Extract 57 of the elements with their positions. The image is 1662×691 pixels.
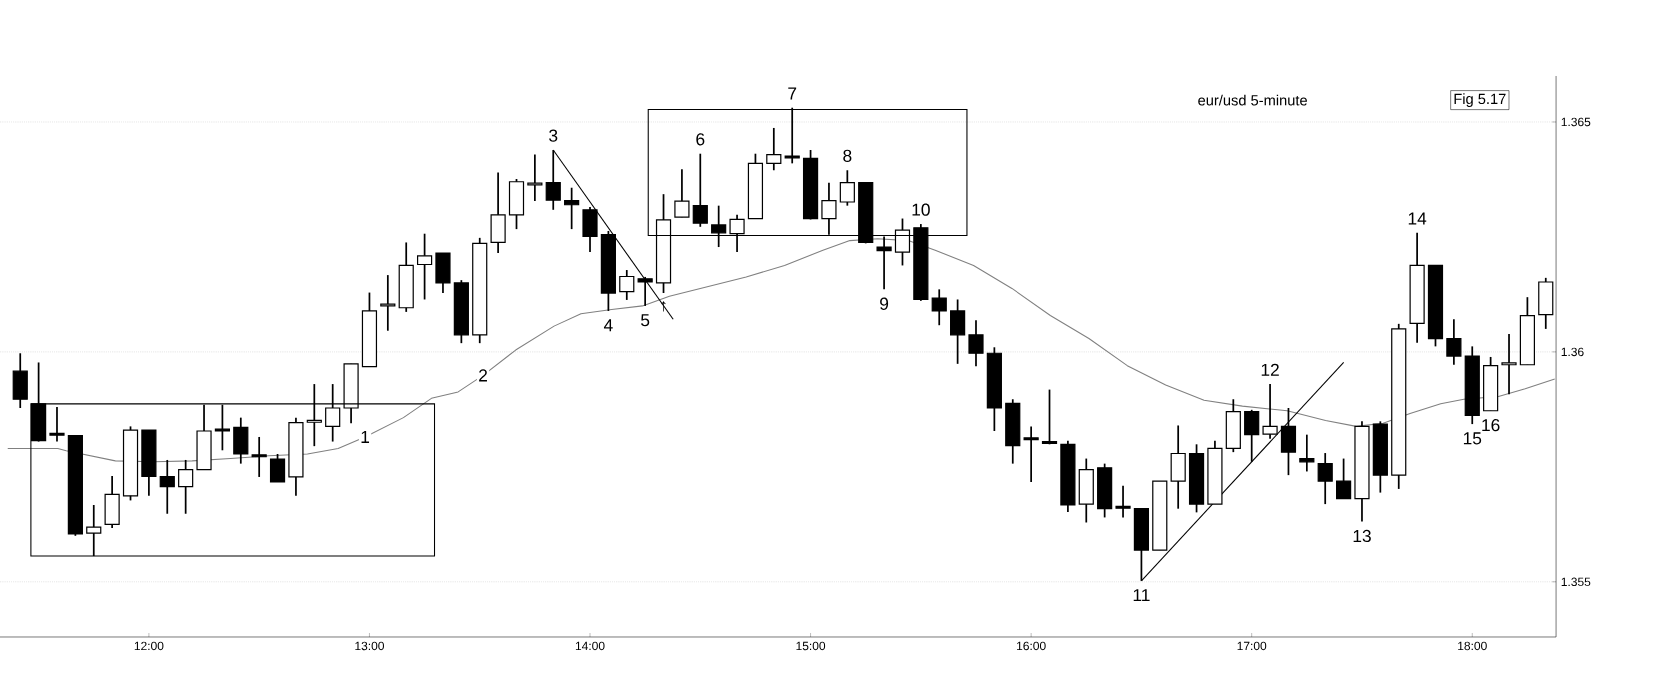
candlestick bbox=[1336, 457, 1352, 500]
candlestick bbox=[637, 276, 653, 307]
candlestick bbox=[159, 459, 175, 515]
y-tick-label: 1.355 bbox=[1561, 577, 1591, 587]
x-tick-label: 13:00 bbox=[355, 641, 384, 651]
candlestick bbox=[1244, 408, 1260, 463]
annotation: 5 bbox=[641, 314, 650, 327]
x-tick-label: 15:00 bbox=[796, 641, 826, 651]
annotation: ↑ bbox=[661, 301, 666, 312]
x-tick-label: 12:00 bbox=[134, 641, 164, 651]
annotation: 4 bbox=[603, 319, 613, 332]
candlestick bbox=[1115, 484, 1131, 519]
annotation: eur/usd 5-minute bbox=[1198, 94, 1307, 106]
candlestick bbox=[766, 127, 782, 172]
candlestick bbox=[380, 274, 396, 332]
candlestick bbox=[527, 153, 543, 202]
candlestick bbox=[1299, 433, 1315, 473]
y-tick-label: 1.36 bbox=[1561, 347, 1584, 357]
annotation: 8 bbox=[843, 149, 852, 162]
annotation: 13 bbox=[1353, 529, 1371, 543]
annotation: 1 bbox=[361, 431, 370, 443]
annotation: 3 bbox=[549, 129, 558, 142]
candlestick bbox=[49, 406, 65, 443]
candlestick bbox=[1023, 425, 1039, 483]
annotation: 15 bbox=[1463, 432, 1482, 445]
candlestick bbox=[1501, 333, 1517, 396]
candlestick bbox=[931, 288, 947, 327]
y-tick-label: 1.365 bbox=[1561, 117, 1591, 127]
candlestick bbox=[1446, 318, 1462, 366]
candlestick bbox=[674, 168, 690, 219]
annotation: 11 bbox=[1133, 589, 1150, 602]
candlestick bbox=[269, 453, 286, 483]
annotation: 16 bbox=[1482, 419, 1500, 432]
candlestick bbox=[564, 186, 580, 230]
candlestick bbox=[416, 232, 433, 301]
x-tick-label: 16:00 bbox=[1017, 641, 1046, 651]
annotation: 6 bbox=[696, 133, 705, 146]
candlestick bbox=[839, 169, 855, 207]
candlestick bbox=[178, 459, 194, 515]
candlestick bbox=[1041, 388, 1058, 446]
candlestick bbox=[692, 152, 708, 228]
candlestick bbox=[1262, 383, 1278, 440]
annotation: 9 bbox=[880, 297, 889, 310]
annotation: 7 bbox=[788, 87, 797, 100]
annotation: 12 bbox=[1261, 363, 1279, 376]
annotation: 14 bbox=[1408, 212, 1427, 225]
candlestick bbox=[251, 436, 267, 478]
x-tick-label: 14:00 bbox=[575, 641, 605, 651]
annotation: Fig 5.17 bbox=[1454, 93, 1506, 107]
annotation: 2 bbox=[479, 369, 487, 382]
candlestick bbox=[950, 298, 966, 365]
annotation: 10 bbox=[912, 203, 930, 216]
x-tick-label: 17:00 bbox=[1237, 641, 1267, 651]
candlestick bbox=[968, 319, 984, 368]
x-tick-label: 18:00 bbox=[1458, 641, 1487, 651]
candlestick bbox=[619, 269, 635, 301]
candlestick bbox=[1317, 452, 1333, 505]
